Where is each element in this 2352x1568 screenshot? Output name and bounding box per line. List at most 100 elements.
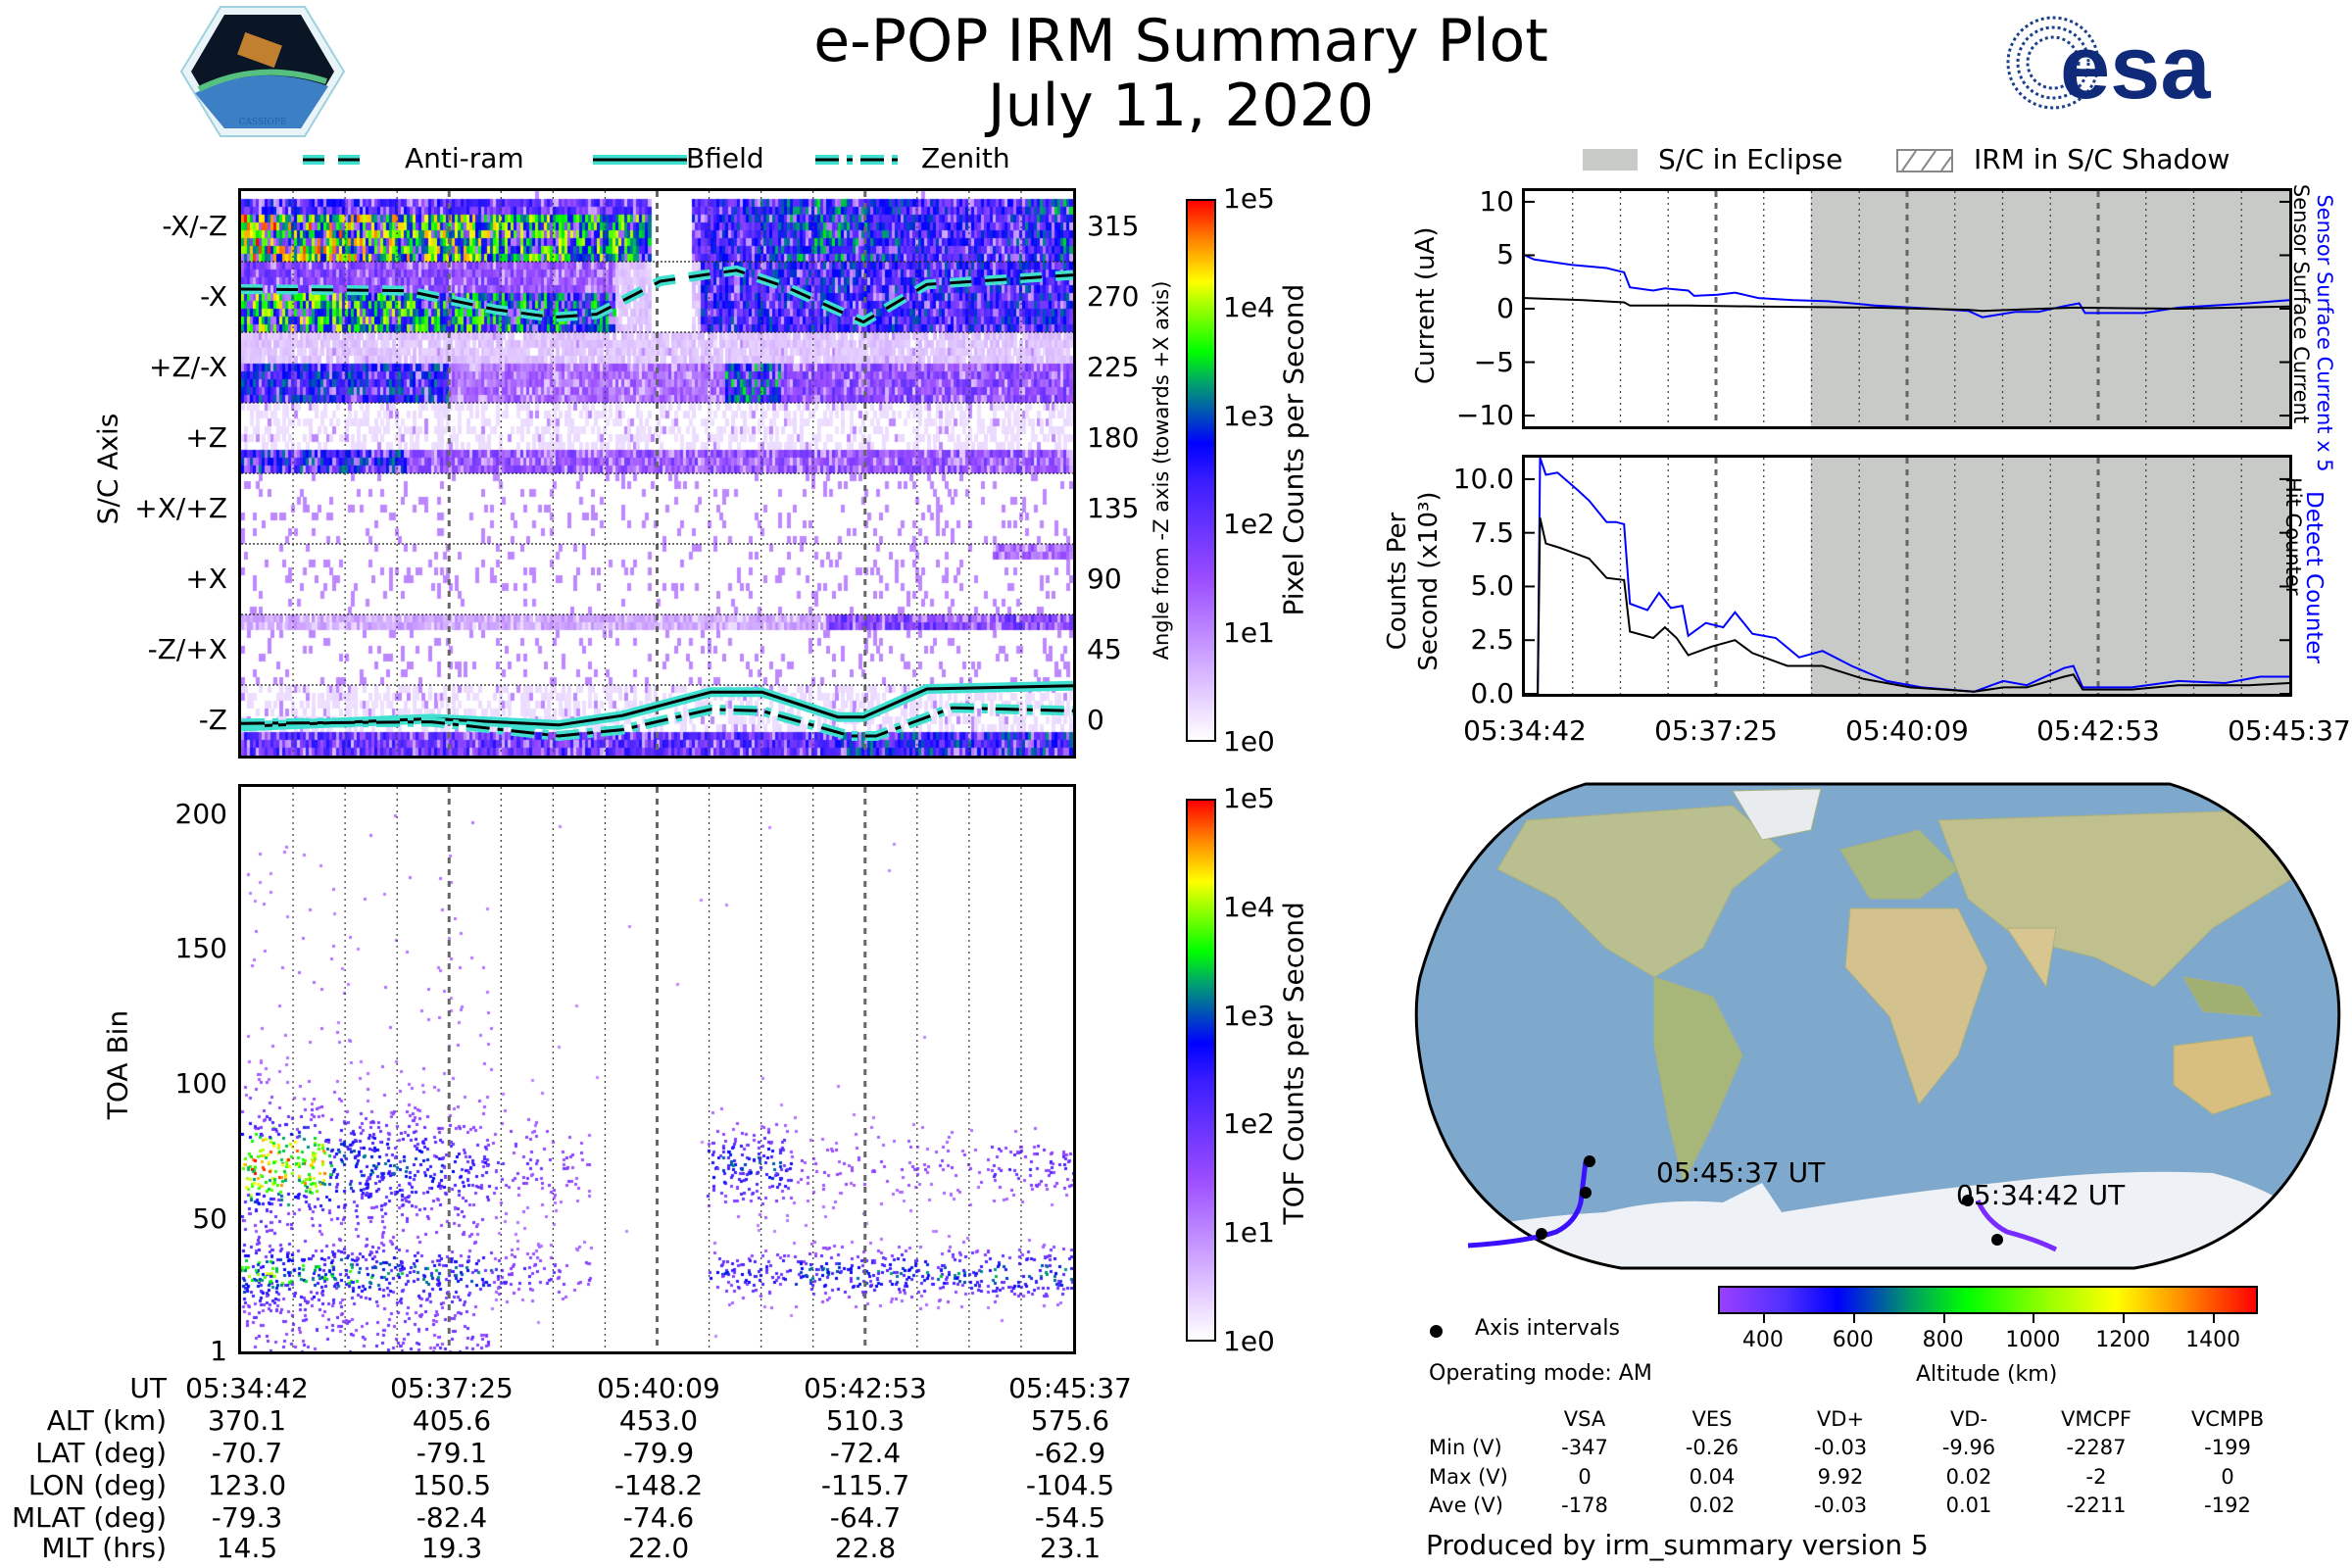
ephemeris-cell: 575.6: [1030, 1404, 1110, 1437]
ephemeris-cell: 123.0: [207, 1469, 287, 1501]
ephemeris-row-label: LON (deg): [27, 1469, 167, 1501]
voltage-value: -2211: [2066, 1494, 2127, 1517]
toa-bin-label: TOA Bin: [101, 1009, 134, 1120]
y-tick-label: −10: [1455, 399, 1514, 432]
row-label: -X/-Z: [162, 210, 227, 242]
antarctica: [1416, 1171, 2339, 1268]
axis-interval-marker: [1962, 1195, 1974, 1206]
svg-text:CASSIOPE: CASSIOPE: [238, 118, 286, 127]
ephemeris-cell: 14.5: [216, 1532, 278, 1564]
ephemeris-cell: -79.3: [211, 1501, 283, 1534]
row-label: -Z: [198, 704, 227, 736]
y-tick-label: 10.0: [1452, 462, 1514, 495]
angle-tick-label: 270: [1087, 280, 1140, 313]
current-plot-area: [1525, 191, 2289, 426]
tof-spectrogram: [238, 784, 1076, 1354]
ephemeris-cell: -72.4: [829, 1437, 902, 1469]
orbit-map: [1409, 781, 2346, 1271]
legend-shadow: IRM in S/C Shadow: [1974, 143, 2230, 175]
svg-text:esa: esa: [2060, 18, 2211, 115]
ephemeris-cell: 22.0: [627, 1532, 690, 1564]
eclipse-swatch: [1583, 149, 1638, 171]
altitude-tick: [2213, 1314, 2216, 1323]
altitude-colorbar: [1718, 1286, 2258, 1314]
voltage-value: -192: [2204, 1494, 2251, 1517]
axis-intervals-dot-icon: [1430, 1325, 1443, 1338]
ephemeris-row-label: MLT (hrs): [41, 1532, 167, 1564]
altitude-tick: [1942, 1314, 1945, 1323]
ephemeris-cell: -104.5: [1025, 1469, 1115, 1501]
orbit-start-label: 05:34:42 UT: [1956, 1179, 2126, 1211]
ephemeris-cell: -70.7: [211, 1437, 283, 1469]
voltage-value: -2287: [2066, 1436, 2127, 1459]
legend-right: S/C in Eclipse IRM in S/C Shadow: [1580, 143, 2246, 178]
legend-anti-ram: Anti-ram: [405, 142, 524, 174]
ephemeris-cell: 23.1: [1039, 1532, 1102, 1564]
legend-eclipse: S/C in Eclipse: [1658, 143, 1843, 175]
operating-mode: Operating mode: AM: [1429, 1361, 1652, 1386]
y-tick-label: 5: [1496, 238, 1514, 271]
current-axis-label: Current (uA): [1411, 226, 1441, 384]
toa-tick-label: 150: [174, 932, 227, 965]
orbit-end-label: 05:45:37 UT: [1656, 1156, 1826, 1189]
row-label: +Z: [185, 421, 227, 454]
orbit-track-end: [1467, 1160, 1589, 1249]
colorbar-tick-label: 1e1: [1223, 616, 1275, 650]
shadow-swatch: [1896, 149, 1953, 172]
toa-tick-label: 50: [192, 1201, 227, 1235]
tof-colorbar-label: TOF Counts per Second: [1277, 902, 1310, 1225]
series-sensor-surface-current: [1525, 297, 2289, 313]
axis-interval-marker: [1536, 1228, 1547, 1240]
legend-zenith: Zenith: [921, 142, 1010, 174]
time-tick-label: 05:37:25: [1654, 714, 1778, 747]
altitude-tick: [2123, 1314, 2126, 1323]
voltage-value: -0.03: [1813, 1494, 1868, 1517]
ephemeris-cell: 19.3: [420, 1532, 483, 1564]
y-tick-label: −5: [1473, 345, 1514, 378]
esa-logo: esa: [1999, 12, 2283, 118]
ephemeris-cell: -62.9: [1034, 1437, 1106, 1469]
time-tick-label: 05:34:42: [1463, 714, 1587, 747]
voltage-header: VES: [1691, 1407, 1733, 1431]
angle-tick-label: 0: [1087, 704, 1104, 736]
voltage-header: VD-: [1949, 1407, 1988, 1431]
pixel-colorbar-label: Pixel Counts per Second: [1277, 283, 1310, 616]
y-tick-label: 7.5: [1470, 515, 1514, 549]
ephemeris-cell: 22.8: [834, 1532, 897, 1564]
hit-counter-label: Hit Counter: [2281, 477, 2305, 596]
produced-by: Produced by irm_summary version 5: [1426, 1529, 1929, 1561]
ephemeris-cell: 05:42:53: [804, 1372, 927, 1404]
counts-axis-label: Counts Per Second (x10³): [1383, 491, 1444, 671]
voltage-value: -347: [1561, 1436, 1608, 1459]
y-tick-label: 2.5: [1470, 623, 1514, 657]
voltage-row-label: Min (V): [1429, 1436, 1502, 1459]
voltage-value: 0.02: [1945, 1465, 1992, 1489]
ephemeris-cell: -64.7: [829, 1501, 902, 1534]
angle-tick-label: 90: [1087, 563, 1122, 595]
voltage-header: VSA: [1563, 1407, 1606, 1431]
ephemeris-cell: 405.6: [412, 1404, 492, 1437]
voltage-value: 0: [1578, 1465, 1592, 1489]
y-tick-label: 0: [1496, 292, 1514, 324]
plot-date: July 11, 2020: [987, 72, 1375, 140]
y-tick-label: 5.0: [1470, 569, 1514, 603]
pixel-spectrogram: [238, 188, 1076, 759]
colorbar-tick-label: 1e0: [1223, 1325, 1275, 1357]
axis-intervals-label: Axis intervals: [1475, 1316, 1620, 1341]
sc-axis-label: S/C Axis: [91, 413, 124, 525]
colorbar-tick-label: 1e1: [1223, 1216, 1275, 1250]
ephemeris-row-label: MLAT (deg): [11, 1501, 167, 1534]
voltage-value: 0.02: [1689, 1494, 1736, 1517]
voltage-value: 0: [2221, 1465, 2234, 1489]
toa-tick-label: 100: [174, 1067, 227, 1101]
altitude-tick-label: 1200: [2095, 1328, 2151, 1352]
voltage-header: VMCPF: [2061, 1407, 2132, 1431]
ephemeris-cell: -115.7: [820, 1469, 910, 1501]
row-label: -Z/+X: [147, 633, 227, 665]
time-tick-label: 05:42:53: [2036, 714, 2160, 747]
altitude-label: Altitude (km): [1916, 1362, 2058, 1387]
row-label: +Z/-X: [149, 351, 227, 383]
ephemeris-row-label: ALT (km): [46, 1404, 167, 1437]
ephemeris-row-label: UT: [129, 1372, 167, 1404]
ephemeris-cell: -54.5: [1034, 1501, 1106, 1534]
